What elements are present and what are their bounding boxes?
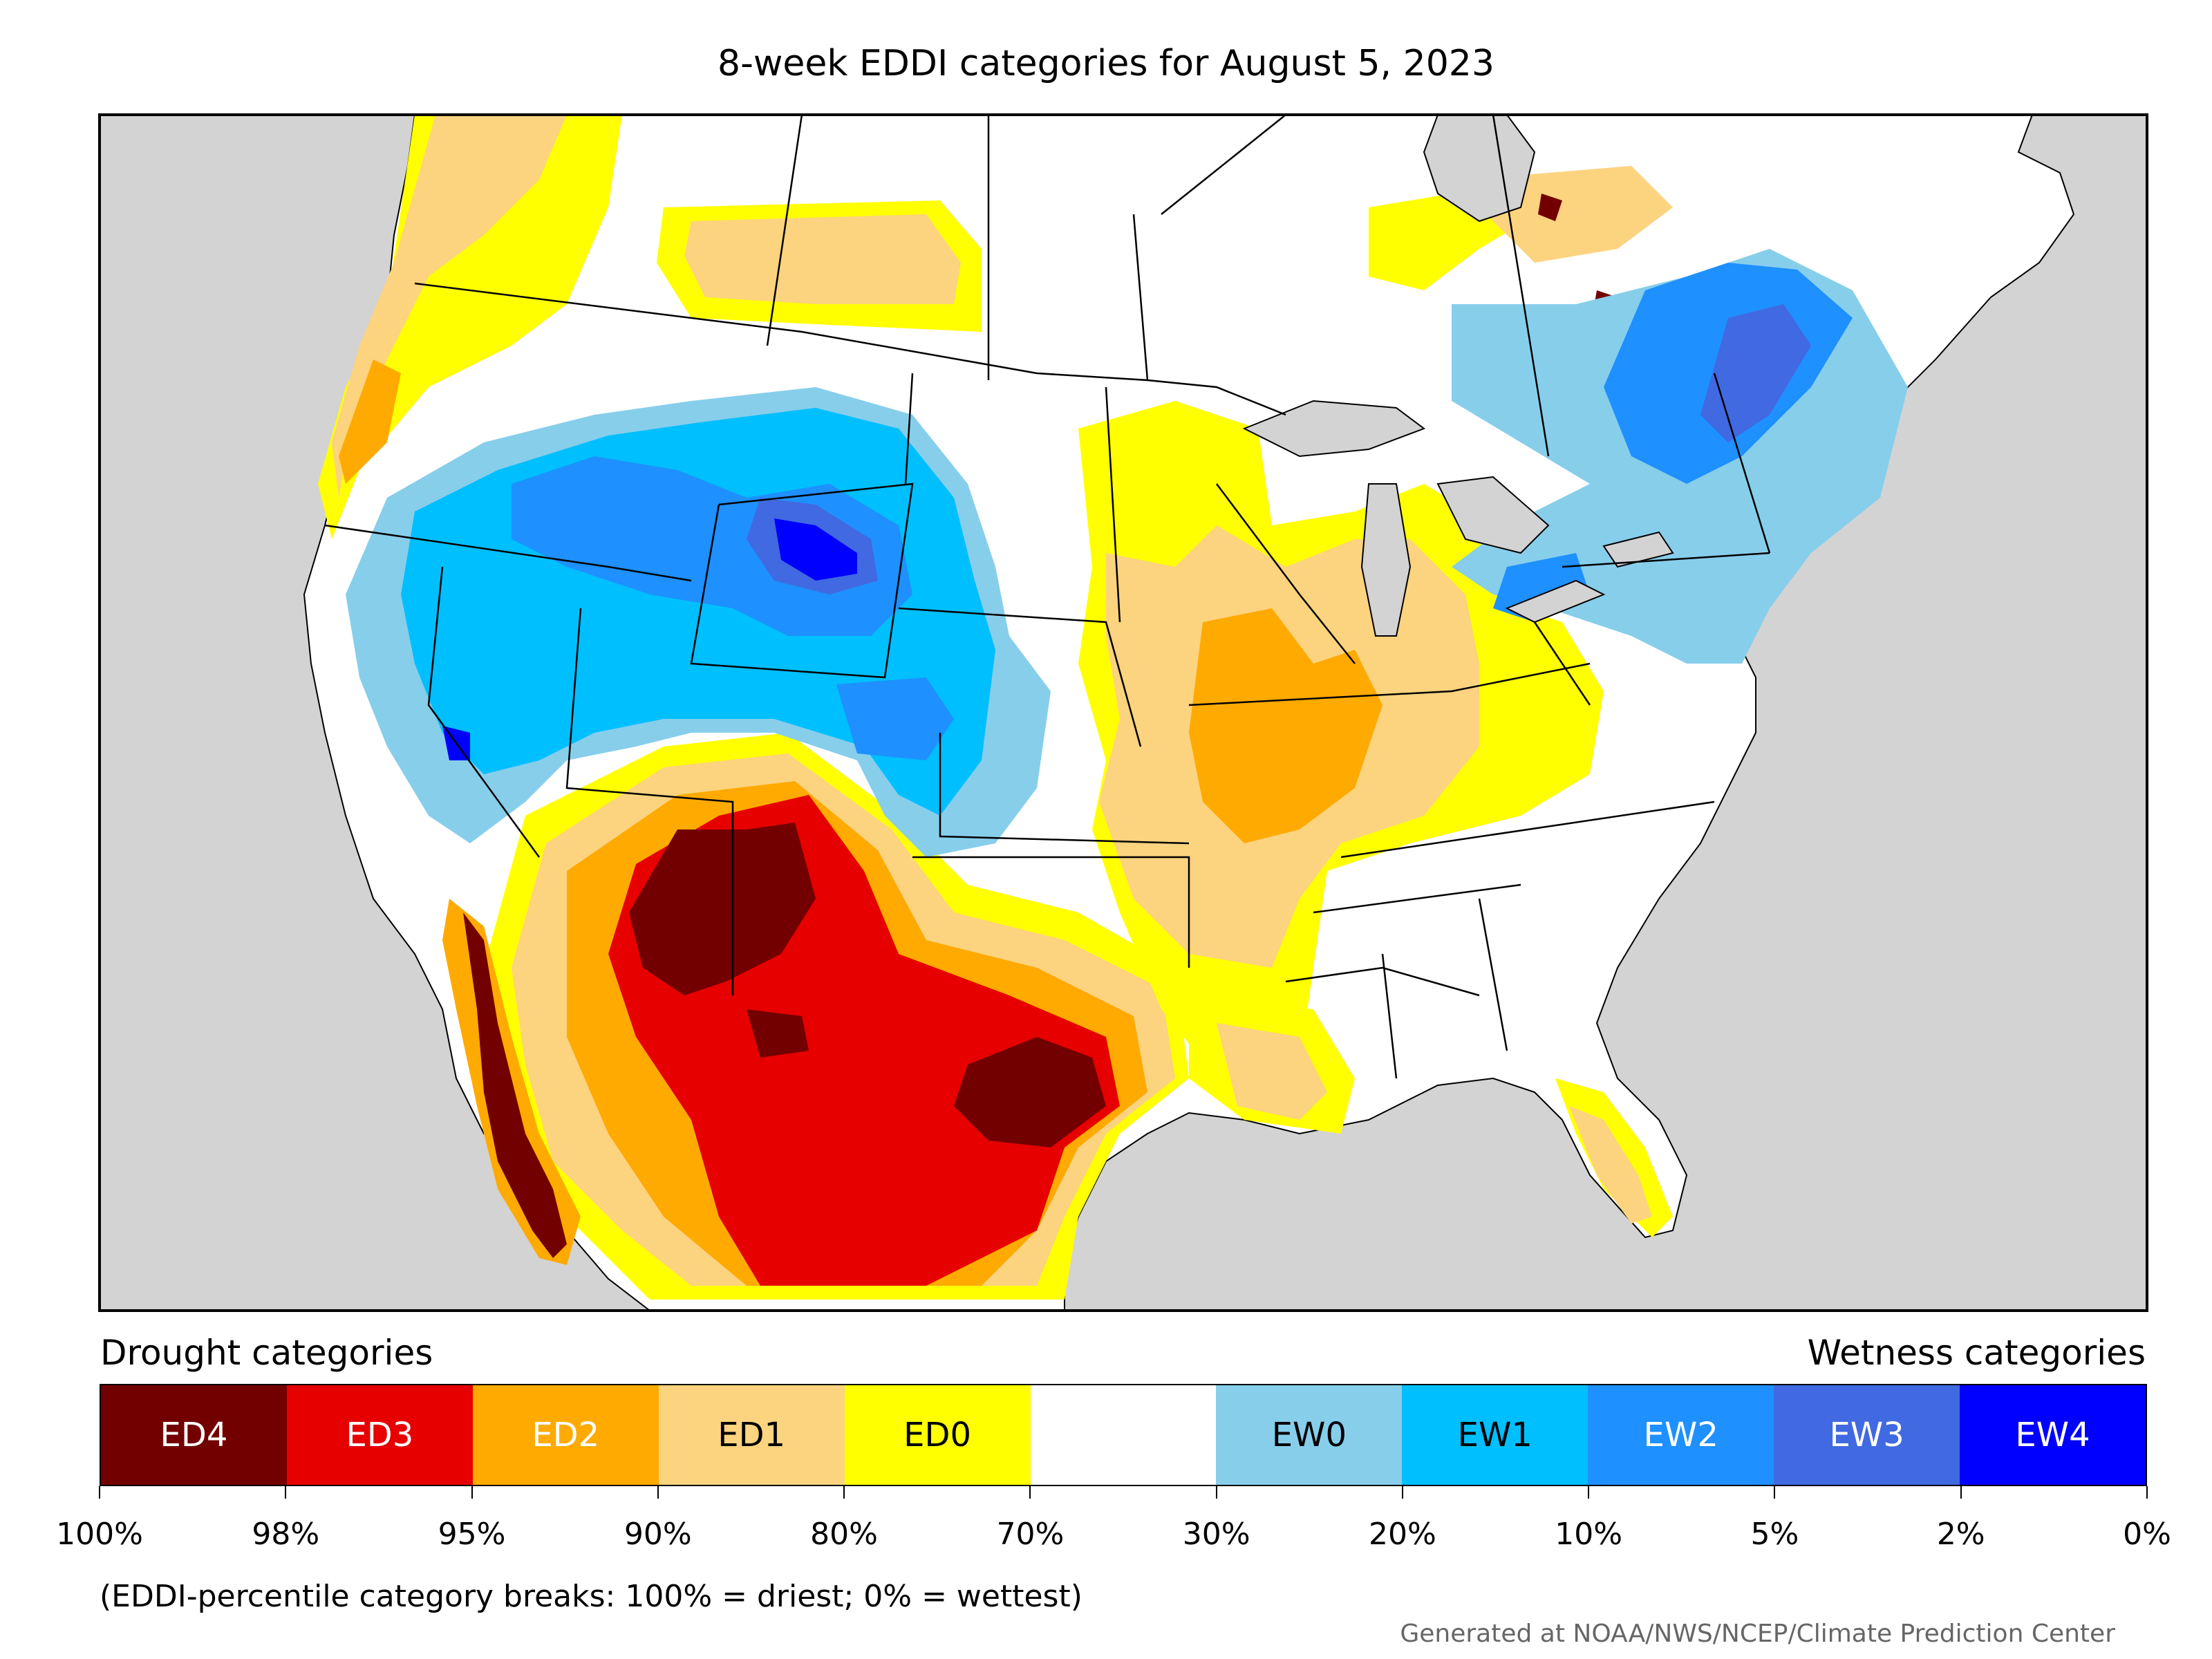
credit-line: Generated at NOAA/NWS/NCEP/Climate Predi… [1400,1620,2115,1648]
tick-label: 70% [996,1517,1065,1552]
colorbar-cell-ew4: EW4 [1960,1385,2146,1485]
tick-mark [285,1486,287,1499]
colorbar-cell-ed1: ED1 [658,1385,845,1485]
tick-label: 2% [1936,1517,1985,1552]
tick-label: 5% [1750,1517,1799,1552]
great-lakes [1242,400,1674,637]
hudson-bay [1423,115,1536,223]
tick-label: 98% [252,1517,320,1552]
tick-label: 90% [624,1517,692,1552]
drought-southwest [484,733,1189,1300]
colorbar-cell-ew0: EW0 [1216,1385,1403,1485]
colorbar-cell-ed2: ED2 [472,1385,659,1485]
state-borders [324,115,1771,1079]
tick-label: 100% [56,1517,143,1552]
tick-mark [657,1486,659,1499]
tick-mark [1215,1486,1217,1499]
drought-pacific-coast [442,899,581,1265]
tick-mark [1588,1486,1590,1499]
tick-label: 80% [810,1517,878,1552]
colorbar-cell-ed4: ED4 [101,1385,287,1485]
tick-label: 0% [2123,1517,2171,1552]
category-colorbar: ED4 ED3 ED2 ED1 ED0 EW0 EW1 EW2 EW3 EW4 [100,1384,2147,1486]
tick-label: 95% [438,1517,506,1552]
tick-mark [99,1486,100,1499]
tick-label: 10% [1555,1517,1623,1552]
wetness-northeast [1452,249,1908,664]
colorbar-cell-ew1: EW1 [1402,1385,1588,1485]
wetness-categories-title: Wetness categories [1807,1333,2146,1373]
drought-northern-plains [657,200,982,332]
colorbar-cell-ed3: ED3 [286,1385,473,1485]
map-frame [98,113,2148,1312]
tick-mark [2146,1486,2148,1499]
footnote: (EDDI-percentile category breaks: 100% =… [100,1579,1082,1614]
wetness-rockies [346,387,1051,857]
tick-mark [843,1486,845,1499]
colorbar-cell-ed0: ED0 [844,1385,1031,1485]
drought-southeast [1189,995,1673,1237]
tick-label: 30% [1182,1517,1250,1552]
map-title: 8-week EDDI categories for August 5, 202… [718,43,1494,84]
tick-label: 20% [1369,1517,1436,1552]
drought-categories-title: Drought categories [100,1333,433,1373]
colorbar-cell-ew3: EW3 [1774,1385,1960,1485]
tick-mark [1774,1486,1776,1499]
tick-mark [1029,1486,1031,1499]
colorbar-cell-ew2: EW2 [1588,1385,1774,1485]
colorbar-ticks: 100% 98% 95% 90% 80% 70% 30% 20% 10% 5% 2% 0% [56,1486,2171,1555]
tick-mark [1960,1486,1962,1499]
tick-mark [1401,1486,1403,1499]
tick-mark [471,1486,473,1499]
colorbar-cell-none [1030,1385,1217,1485]
drought-northwest [318,115,622,539]
